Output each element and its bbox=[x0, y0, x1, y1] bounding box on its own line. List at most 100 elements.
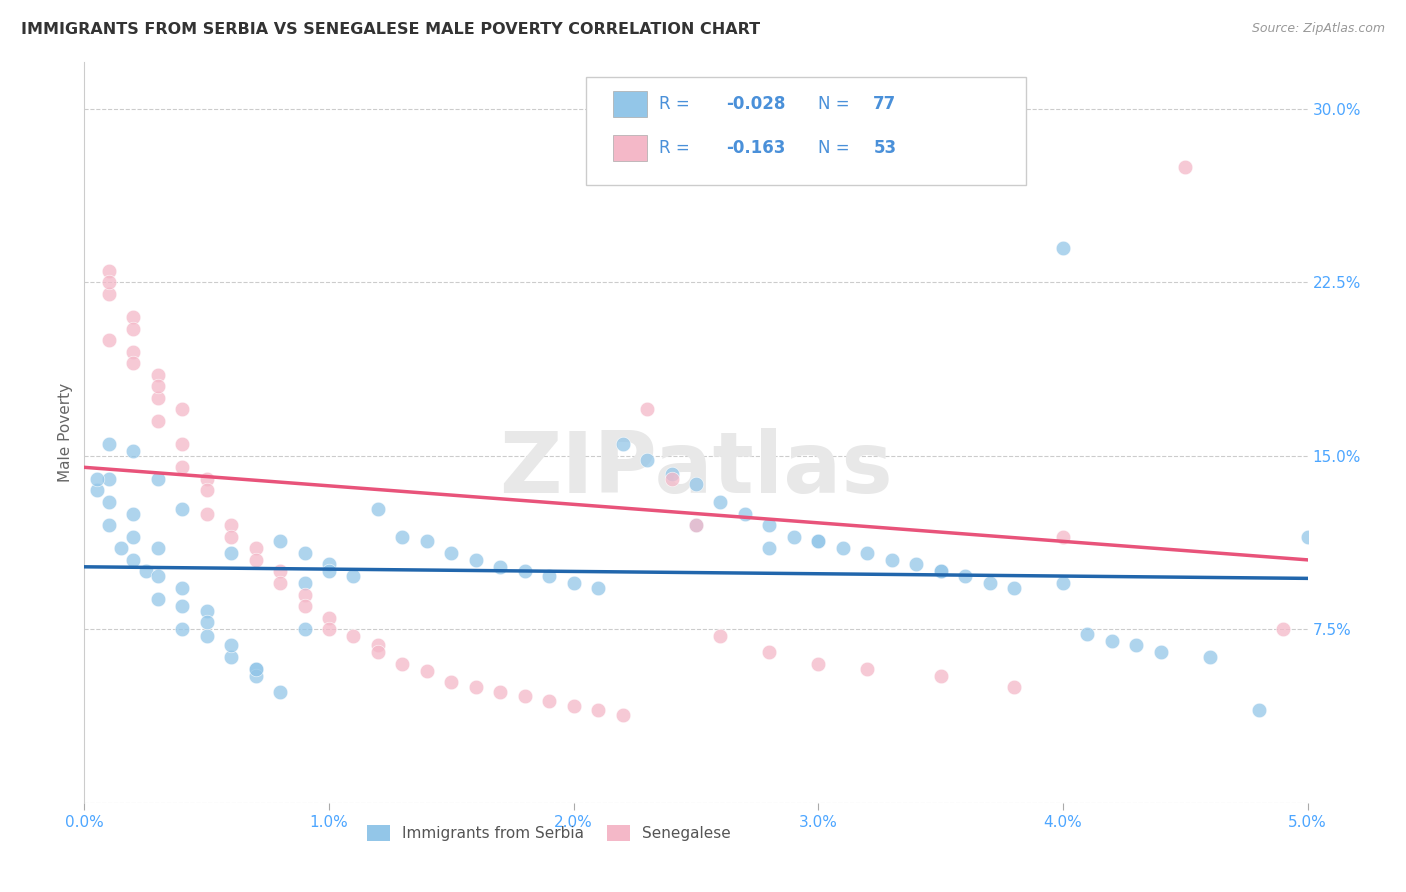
Point bbox=[929, 565, 952, 579]
Text: R =: R = bbox=[659, 138, 690, 157]
Point bbox=[97, 263, 120, 277]
Point bbox=[856, 662, 879, 676]
Point bbox=[245, 668, 267, 682]
Point bbox=[953, 569, 976, 583]
Point bbox=[416, 534, 439, 549]
Point bbox=[489, 685, 512, 699]
Point bbox=[1002, 581, 1025, 595]
Point bbox=[97, 286, 120, 301]
Point bbox=[294, 599, 316, 614]
Point bbox=[172, 460, 194, 475]
Point bbox=[342, 629, 364, 643]
Point bbox=[880, 553, 903, 567]
Point bbox=[245, 541, 267, 556]
Point bbox=[219, 639, 242, 653]
Point bbox=[195, 604, 218, 618]
Point bbox=[97, 472, 120, 486]
Point bbox=[1198, 650, 1220, 665]
Bar bbox=[613, 135, 647, 161]
Point bbox=[831, 541, 853, 556]
Point bbox=[219, 650, 242, 665]
Point bbox=[146, 472, 169, 486]
Point bbox=[685, 518, 707, 533]
Text: R =: R = bbox=[659, 95, 690, 113]
Y-axis label: Male Poverty: Male Poverty bbox=[58, 383, 73, 483]
Point bbox=[464, 680, 486, 694]
Point bbox=[269, 576, 291, 591]
Point bbox=[709, 495, 731, 509]
Point bbox=[929, 668, 952, 682]
Point bbox=[195, 472, 218, 486]
Point bbox=[489, 559, 512, 574]
Point bbox=[219, 518, 242, 533]
Point bbox=[146, 379, 169, 393]
Point bbox=[612, 437, 634, 451]
Point bbox=[586, 581, 609, 595]
Point bbox=[195, 629, 218, 643]
Point bbox=[513, 565, 536, 579]
Point bbox=[391, 657, 413, 671]
Point bbox=[97, 518, 120, 533]
Point bbox=[1052, 240, 1074, 255]
Point bbox=[172, 402, 194, 417]
Point bbox=[367, 639, 389, 653]
Point bbox=[685, 518, 707, 533]
Point bbox=[146, 368, 169, 382]
Point bbox=[195, 483, 218, 498]
Point bbox=[586, 703, 609, 717]
Point bbox=[807, 657, 830, 671]
Point bbox=[661, 467, 683, 482]
Bar bbox=[613, 91, 647, 117]
Point bbox=[318, 558, 340, 572]
Point bbox=[367, 645, 389, 659]
Point bbox=[783, 530, 806, 544]
Point bbox=[245, 662, 267, 676]
Point bbox=[758, 518, 780, 533]
Point bbox=[1296, 530, 1319, 544]
Point bbox=[97, 275, 120, 289]
Point bbox=[807, 534, 830, 549]
Point bbox=[97, 495, 120, 509]
Text: -0.163: -0.163 bbox=[727, 138, 786, 157]
Point bbox=[146, 414, 169, 428]
Point bbox=[1125, 639, 1147, 653]
Point bbox=[1052, 530, 1074, 544]
Point bbox=[294, 622, 316, 636]
Point bbox=[195, 507, 218, 521]
Point bbox=[86, 472, 108, 486]
Point bbox=[1052, 576, 1074, 591]
Point bbox=[1174, 160, 1197, 174]
Point bbox=[122, 321, 145, 335]
Point bbox=[807, 534, 830, 549]
Point bbox=[1272, 622, 1295, 636]
Point bbox=[538, 694, 561, 708]
Point bbox=[146, 391, 169, 405]
Point bbox=[1002, 680, 1025, 694]
FancyBboxPatch shape bbox=[586, 78, 1026, 185]
Point bbox=[294, 588, 316, 602]
Legend: Immigrants from Serbia, Senegalese: Immigrants from Serbia, Senegalese bbox=[361, 819, 737, 847]
Point bbox=[929, 565, 952, 579]
Point bbox=[562, 698, 585, 713]
Point bbox=[367, 502, 389, 516]
Point bbox=[709, 629, 731, 643]
Point bbox=[318, 622, 340, 636]
Point bbox=[979, 576, 1001, 591]
Point bbox=[122, 530, 145, 544]
Point bbox=[294, 546, 316, 560]
Point bbox=[172, 437, 194, 451]
Point bbox=[122, 356, 145, 370]
Point bbox=[416, 664, 439, 678]
Point bbox=[135, 565, 157, 579]
Point bbox=[146, 569, 169, 583]
Point bbox=[318, 610, 340, 624]
Point bbox=[146, 541, 169, 556]
Point bbox=[612, 707, 634, 722]
Point bbox=[636, 453, 658, 467]
Point bbox=[245, 553, 267, 567]
Point bbox=[758, 541, 780, 556]
Point bbox=[172, 622, 194, 636]
Point bbox=[86, 483, 108, 498]
Point bbox=[97, 437, 120, 451]
Point bbox=[146, 592, 169, 607]
